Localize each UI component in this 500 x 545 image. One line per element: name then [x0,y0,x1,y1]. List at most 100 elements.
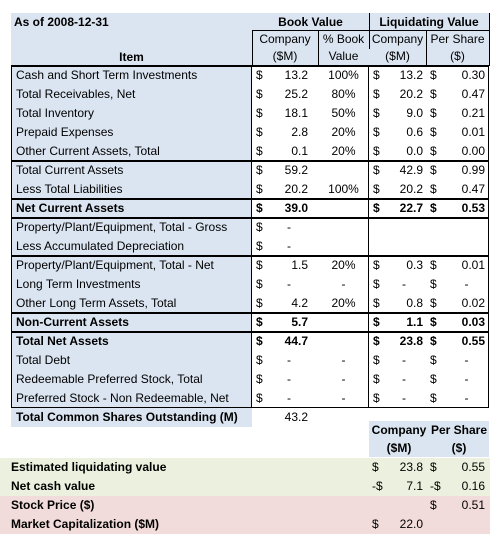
liquidating-value-header: Liquidating Value [379,15,479,29]
section-box [369,313,489,332]
row-label: Total Current Assets [16,163,124,177]
currency-sign: $ [373,163,380,177]
liq-company-cell: 0.6 [406,125,423,139]
book-value-cell: 2.8 [291,125,308,139]
summary-currency: $ [430,460,437,474]
row-label: Other Long Term Assets, Total [16,296,177,310]
currency-sign: $ [256,220,263,234]
book-value-cell: 18.1 [284,106,308,120]
currency-sign: $ [373,144,380,158]
pct-book-column-header: % Book [322,32,365,46]
liq-company-cell: - [402,391,406,405]
header-background [11,13,489,66]
currency-sign: $ [373,372,380,386]
liq-company-column-header: Company [371,32,424,46]
pct-book-cell: 100% [328,68,359,82]
liq-company-cell: 1.1 [406,315,423,329]
company-column-header: Company [259,32,311,46]
pct-book-cell: 20% [331,144,356,158]
currency-sign: $ [430,87,437,101]
currency-sign: $ [256,334,263,348]
per-share-column-header-unit: ($) [450,49,465,63]
book-value-cell: 0.1 [291,144,308,158]
per-share-cell: 0.55 [461,334,485,348]
currency-sign: $ [430,353,437,367]
currency-sign: $ [256,68,263,82]
currency-sign: $ [373,353,380,367]
summary-company-value: 23.8 [399,460,423,474]
summary-currency: -$ [372,479,383,493]
currency-sign: $ [373,296,380,310]
liq-company-cell: 23.8 [399,334,423,348]
book-value-cell: 59.2 [284,163,308,177]
currency-sign: $ [373,391,380,405]
per-share-cell: 0.99 [461,163,485,177]
per-share-cell: 0.30 [461,68,485,82]
summary-per-share-value: 0.16 [461,479,485,493]
row-label: Total Inventory [16,106,95,120]
book-value-cell: - [287,239,291,253]
summary-currency: $ [372,460,379,474]
header-bottom-rule [11,65,489,66]
currency-sign: $ [256,258,263,272]
section-box [369,66,489,161]
section-box [369,256,489,313]
currency-sign: $ [373,315,380,329]
summary-row-band [0,515,490,534]
section-box [252,161,369,199]
row-label: Long Term Investments [16,277,141,291]
row-label: Total Receivables, Net [16,87,136,101]
currency-sign: $ [256,106,263,120]
currency-sign: $ [430,68,437,82]
pct-book-cell: 80% [331,87,356,101]
pct-book-cell: - [341,372,346,386]
book-value-cell: 44.7 [284,334,308,348]
summary-label: Market Capitalization ($M) [11,517,160,531]
book-value-cell: - [287,372,291,386]
per-share-cell: 0.01 [461,125,485,139]
pct-book-cell: - [341,391,346,405]
currency-sign: $ [430,125,437,139]
per-share-cell: - [464,353,469,367]
per-share-cell: - [464,372,469,386]
summary-company-value: 22.0 [399,517,423,531]
book-value-cell: 1.5 [291,258,308,272]
pct-book-cell: - [341,353,346,367]
section-box [369,161,489,199]
header-divider [252,30,253,66]
currency-sign: $ [256,182,263,196]
pct-book-cell: - [341,277,346,291]
book-value-cell: 4.2 [291,296,308,310]
section-box [252,313,369,332]
currency-sign: $ [430,258,437,272]
liq-company-cell: - [402,353,406,367]
row-label: Preferred Stock - Non Redeemable, Net [16,391,229,405]
currency-sign: $ [373,201,380,215]
item-column-background [11,66,252,427]
header-rule [252,30,369,31]
header-rule [369,30,489,31]
summary-row-band [0,496,490,515]
summary-label: Net cash value [11,479,96,493]
section-box [252,256,369,313]
currency-sign: $ [256,315,263,329]
summary-company-value: 7.1 [406,479,423,493]
currency-sign: $ [256,163,263,177]
book-value-header: Book Value [278,15,343,29]
summary-row-band [0,477,490,496]
currency-sign: $ [373,277,380,291]
book-value-cell: - [287,220,291,234]
book-value-cell: 25.2 [284,87,308,101]
header-divider [369,13,370,49]
liq-company-cell: 0.0 [406,144,423,158]
per-share-cell: 0.02 [461,296,485,310]
row-label: Less Total Liabilities [16,182,123,196]
currency-sign: $ [373,334,380,348]
per-share-cell: 0.21 [461,106,485,120]
pct-book-cell: 100% [328,182,359,196]
liq-company-cell: 13.2 [399,68,423,82]
currency-sign: $ [256,391,263,405]
currency-sign: $ [430,372,437,386]
section-box [252,66,369,161]
per-share-cell: 0.47 [461,87,485,101]
